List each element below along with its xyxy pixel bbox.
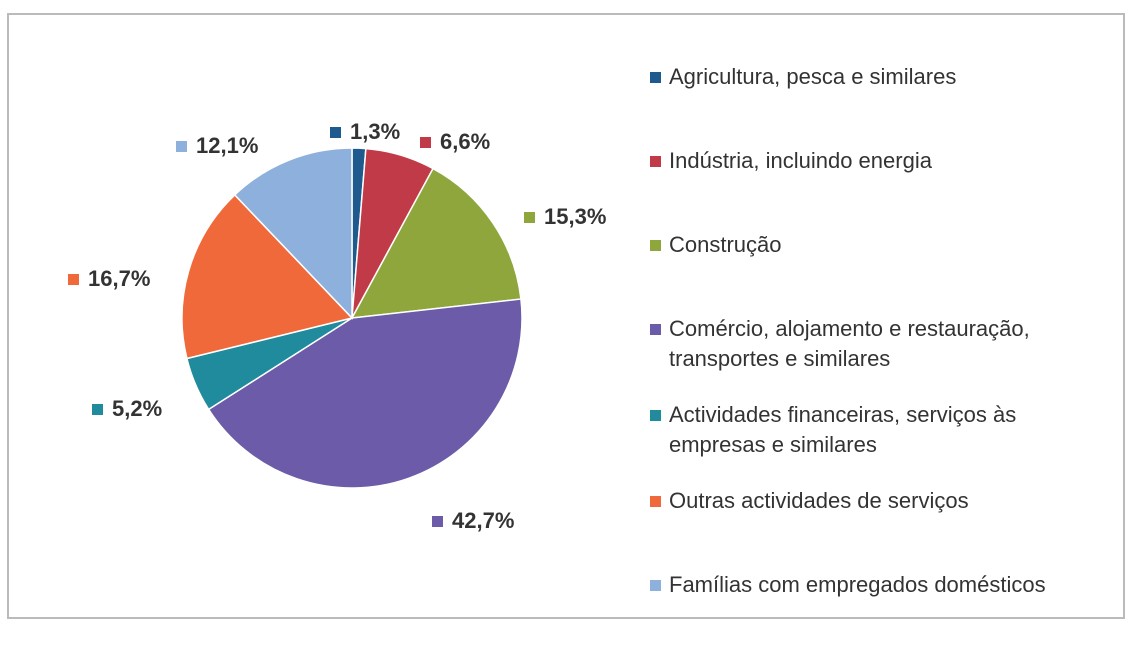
legend-swatch [650, 580, 661, 591]
legend-label: Famílias com empregados domésticos [669, 572, 1046, 597]
legend-label: Agricultura, pesca e similares [669, 64, 957, 89]
data-label: 6,6% [440, 129, 490, 154]
legend-label: Comércio, alojamento e restauração, tran… [669, 316, 1030, 371]
pie-slice [207, 298, 523, 489]
legend-label: Outras actividades de serviços [669, 488, 969, 513]
chart: 1,3% 6,6% 15,3% 42,7% 5,2% 16,7% 12,1% [7, 13, 1125, 619]
label-marker [176, 141, 187, 152]
legend-swatch [650, 156, 661, 167]
label-marker [432, 516, 443, 527]
label-marker [68, 274, 79, 285]
legend-item: Construção [650, 230, 1120, 314]
legend-swatch [650, 410, 661, 421]
legend-swatch [650, 240, 661, 251]
pie-slice [350, 167, 522, 319]
data-label: 1,3% [350, 119, 400, 144]
data-label: 42,7% [452, 508, 514, 533]
legend-label: Indústria, incluindo energia [669, 148, 932, 173]
page: 1,3% 6,6% 15,3% 42,7% 5,2% 16,7% 12,1% Agricul… [7, 13, 1125, 619]
legend-label: Construção [669, 232, 782, 257]
data-label: 5,2% [112, 396, 162, 421]
data-label: 12,1% [196, 133, 258, 158]
legend-item: Indústria, incluindo energia [650, 146, 1120, 230]
pie-slice [233, 147, 353, 320]
data-label: 15,3% [544, 204, 606, 229]
pie-slice [181, 193, 354, 360]
legend: Agricultura, pesca e similares Indústria,… [650, 62, 1120, 654]
legend-swatch [650, 496, 661, 507]
label-marker [524, 212, 535, 223]
label-marker [92, 404, 103, 415]
data-label: 16,7% [88, 266, 150, 291]
legend-item: Famílias com empregados domésticos [650, 570, 1120, 654]
legend-label: Actividades financeiras, serviços às emp… [669, 402, 1017, 457]
legend-item: Comércio, alojamento e restauração, tran… [650, 314, 1120, 400]
legend-item: Outras actividades de serviços [650, 486, 1120, 570]
legend-swatch [650, 72, 661, 83]
label-marker [420, 137, 431, 148]
legend-item: Agricultura, pesca e similares [650, 62, 1120, 146]
legend-item: Actividades financeiras, serviços às emp… [650, 400, 1120, 486]
chart-frame [7, 13, 1125, 619]
legend-swatch [650, 324, 661, 335]
label-marker [330, 127, 341, 138]
